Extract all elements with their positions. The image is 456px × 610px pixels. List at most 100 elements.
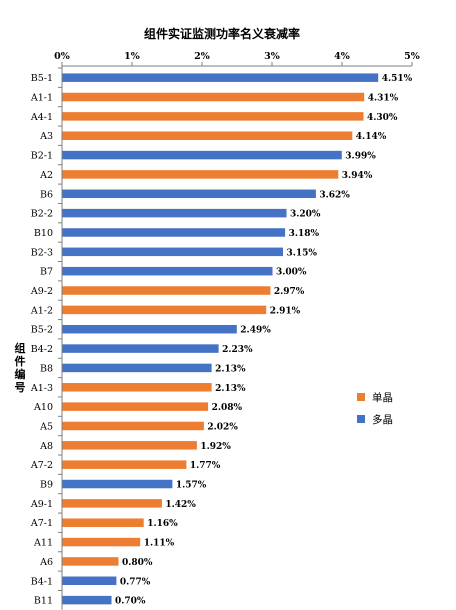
category-label: B10	[34, 228, 53, 239]
category-label: A9-1	[30, 499, 53, 510]
chart-title: 组件实证监测功率名义衰减率	[144, 26, 300, 41]
value-label: 2.13%	[215, 364, 246, 374]
category-label: A1-1	[30, 93, 53, 104]
y-axis-label-char: 号	[15, 381, 26, 394]
bar	[62, 576, 117, 586]
value-label: 0.77%	[120, 577, 151, 587]
bar	[62, 344, 219, 353]
legend-label: 多晶	[372, 413, 393, 426]
value-label: 3.94%	[342, 171, 373, 181]
category-label: A3	[39, 131, 53, 142]
bars: B5-1 4.51% A1-1 4.31% A4-1 4.30% A3 4.14% B2-1 3.…	[30, 67, 413, 607]
value-label: 1.42%	[165, 500, 196, 510]
category-label: B8	[40, 363, 53, 374]
value-label: 1.92%	[200, 442, 231, 452]
category-label: B5-1	[31, 73, 53, 84]
bar	[62, 208, 287, 218]
bar	[62, 324, 237, 334]
legend-label: 单晶	[372, 392, 393, 404]
category-label: A6	[39, 557, 53, 568]
category-label: A7-2	[30, 460, 53, 471]
category-label: B11	[34, 596, 53, 607]
category-label: A10	[33, 402, 53, 413]
x-tick-label: 4%	[334, 51, 350, 62]
category-label: B4-1	[31, 576, 53, 587]
category-label: A4-1	[30, 112, 53, 123]
value-label: 2.02%	[207, 422, 238, 432]
value-label: 0.70%	[115, 597, 146, 607]
category-label: A8	[39, 441, 53, 452]
bar	[62, 441, 197, 450]
bar	[62, 557, 119, 566]
x-tick-label: 5%	[404, 51, 420, 62]
category-label: B5-2	[31, 325, 53, 336]
bar	[62, 189, 316, 199]
category-label: A1-3	[30, 383, 53, 394]
category-label: A11	[33, 538, 53, 549]
value-label: 3.20%	[290, 210, 321, 220]
value-label: 2.91%	[270, 306, 301, 316]
category-label: B9	[40, 480, 53, 491]
y-axis-label-char: 编	[15, 367, 26, 381]
bar	[62, 305, 267, 315]
y-axis-label-char: 组	[15, 341, 26, 355]
value-label: 4.51%	[382, 74, 413, 84]
category-label: A7-1	[30, 518, 53, 529]
category-label: A5	[39, 421, 53, 432]
value-label: 4.31%	[368, 94, 399, 104]
category-label: B2-2	[31, 209, 53, 220]
bar	[62, 537, 141, 547]
value-label: 1.77%	[190, 461, 221, 471]
value-label: 2.08%	[212, 403, 243, 413]
value-label: 4.30%	[367, 113, 398, 123]
bar	[62, 383, 212, 392]
bar	[62, 421, 204, 431]
category-label: B2-3	[31, 247, 53, 258]
bar	[62, 402, 209, 411]
y-axis-label: 组件编号	[15, 341, 26, 394]
category-label: A2	[39, 170, 53, 181]
bar	[62, 92, 365, 102]
bar	[62, 170, 339, 179]
bar	[62, 266, 273, 276]
bar	[62, 112, 364, 121]
value-label: 3.99%	[345, 152, 376, 162]
x-axis: 0% 1% 2% 3% 4% 5%	[54, 51, 420, 610]
x-tick-label: 0%	[54, 51, 70, 62]
y-axis-label-char: 件	[15, 354, 26, 368]
value-label: 2.23%	[222, 345, 253, 355]
bar	[62, 595, 112, 605]
legend-swatch	[357, 415, 365, 423]
value-label: 3.62%	[319, 190, 350, 200]
value-label: 3.15%	[287, 248, 318, 258]
value-label: 2.97%	[274, 287, 305, 297]
x-tick-label: 1%	[124, 51, 140, 62]
bar	[62, 363, 212, 373]
value-label: 2.13%	[215, 384, 246, 394]
category-label: A9-2	[30, 286, 53, 297]
bar	[62, 479, 173, 489]
category-label: B4-2	[31, 344, 53, 355]
x-tick-label: 3%	[264, 51, 280, 62]
value-label: 3.00%	[276, 268, 307, 278]
value-label: 1.11%	[144, 539, 175, 549]
value-label: 4.14%	[356, 132, 387, 142]
bar	[62, 73, 379, 82]
bar	[62, 460, 187, 469]
value-label: 2.49%	[240, 326, 271, 336]
x-tick-label: 2%	[194, 51, 210, 62]
bar	[62, 247, 283, 257]
value-label: 1.57%	[176, 481, 207, 491]
bar	[62, 518, 144, 527]
legend-swatch	[357, 393, 365, 401]
bar	[62, 131, 353, 140]
bar	[62, 499, 162, 508]
value-label: 0.80%	[122, 558, 153, 568]
bar	[62, 286, 271, 295]
value-label: 1.16%	[147, 519, 178, 529]
bar	[62, 150, 342, 160]
category-label: B6	[40, 189, 53, 200]
category-label: B2-1	[31, 151, 53, 162]
